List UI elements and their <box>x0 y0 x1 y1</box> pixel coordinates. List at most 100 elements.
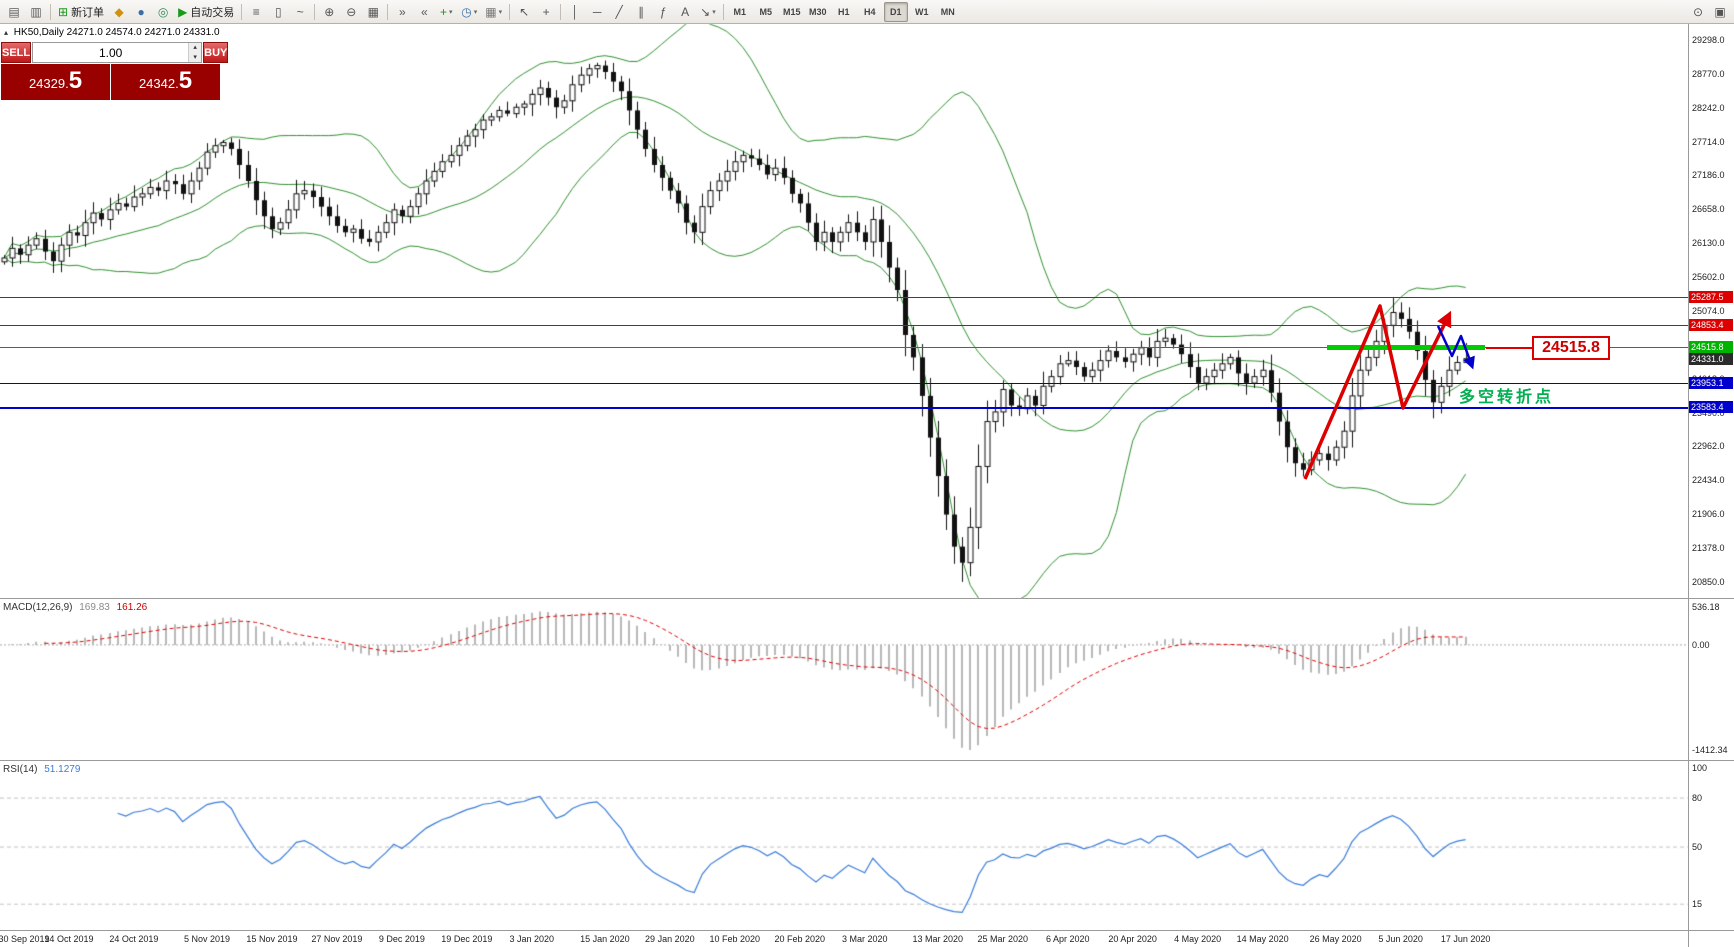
zoom-in-button[interactable]: ⊕ <box>319 2 339 22</box>
auto-scroll-button[interactable]: » <box>392 2 412 22</box>
equidistant-channel-icon: ∥ <box>638 4 645 19</box>
date-label: 30 Sep 2019 <box>0 934 50 944</box>
clock-icon: ◷ <box>461 4 472 19</box>
macd-indicator-label: MACD(12,26,9) 169.83 161.26 <box>3 602 147 613</box>
timeframe-h4-button[interactable]: H4 <box>858 2 882 22</box>
timeframe-m5-button-label: M5 <box>759 6 772 17</box>
date-label: 3 Mar 2020 <box>841 934 888 944</box>
horizontal-line-button[interactable]: ─ <box>587 2 607 22</box>
key-level-callout[interactable]: 24515.8 <box>1532 336 1610 360</box>
tile-windows-button[interactable]: ▦ <box>363 2 383 22</box>
date-label: 4 May 2020 <box>1174 934 1222 944</box>
toolbar-separator <box>560 3 562 20</box>
buy-price-head: 24342. <box>138 76 179 91</box>
date-label: 20 Apr 2020 <box>1108 934 1157 944</box>
date-label: 14 Oct 2019 <box>44 934 94 944</box>
timeframe-m1-button[interactable]: M1 <box>728 2 752 22</box>
timeframe-m1-button-label: M1 <box>733 6 746 17</box>
collapse-triangle-icon[interactable]: ▴ <box>4 28 9 37</box>
navigator-button[interactable]: ● <box>131 2 151 22</box>
fibonacci-icon: ƒ <box>659 4 667 19</box>
fibonacci-button[interactable]: ƒ <box>653 2 673 22</box>
bar-chart-button[interactable]: ≡ <box>246 2 266 22</box>
macd-main-value: 169.83 <box>79 602 110 613</box>
symbol-ohlc-values: 24271.0 24574.0 24271.0 24331.0 <box>66 27 220 38</box>
date-label: 9 Dec 2019 <box>378 934 425 944</box>
chart-window-button[interactable]: ▤ <box>4 2 24 22</box>
periods-button[interactable]: ◷ ▾ <box>458 2 480 22</box>
crosshair-button[interactable]: + <box>536 2 556 22</box>
new-order-button[interactable]: ⊞ 新订单 <box>55 2 107 22</box>
pane-separator-macd[interactable] <box>0 598 1734 599</box>
sell-price-head: 24329. <box>28 76 69 91</box>
chart-list-button[interactable]: ▥ <box>26 2 46 22</box>
date-label: 10 Feb 2020 <box>709 934 761 944</box>
templates-button[interactable]: ▦ ▾ <box>482 2 505 22</box>
timeframe-m30-button[interactable]: M30 <box>806 2 830 22</box>
toolbar-separator <box>241 3 243 20</box>
market-watch-icon: ◆ <box>114 4 124 19</box>
date-label: 29 Jan 2020 <box>645 934 695 944</box>
expand-button[interactable]: ▣ <box>1710 2 1730 22</box>
sell-price-big-digit: 5 <box>68 67 83 94</box>
bar-chart-icon: ≡ <box>252 4 260 19</box>
auto-trading-button[interactable]: ▶ 自动交易 <box>175 2 237 22</box>
timeframe-m15-button-label: M15 <box>782 6 801 17</box>
arrows-button[interactable]: ↘ ▾ <box>697 2 719 22</box>
zoom-out-icon: ⊖ <box>346 4 357 19</box>
timeframe-d1-button[interactable]: D1 <box>883 1 908 22</box>
buy-price-display[interactable]: 24342. 5 <box>111 64 220 100</box>
time-axis[interactable]: 30 Sep 2019 14 Oct 2019 24 Oct 2019 5 Nov 2… <box>0 931 1734 947</box>
timeframe-m5-button[interactable]: M5 <box>754 2 778 22</box>
candlestick-chart-icon: ▯ <box>274 4 282 19</box>
terminal-icon: ◎ <box>157 4 169 19</box>
cursor-button[interactable]: ↖ <box>514 2 534 22</box>
date-label: 17 Jun 2020 <box>1440 934 1491 944</box>
chart-shift-button[interactable]: « <box>414 2 434 22</box>
timeframe-w1-button[interactable]: W1 <box>910 2 934 22</box>
new-order-button-label: 新订单 <box>71 6 105 19</box>
indicators-button[interactable]: + ▾ <box>436 2 456 22</box>
timeframe-w1-button-label: W1 <box>914 6 929 17</box>
rsi-name: RSI(14) <box>3 764 38 775</box>
chart-list-icon: ▥ <box>30 4 42 19</box>
timeframe-h1-button[interactable]: H1 <box>832 2 856 22</box>
sell-button[interactable]: SELL <box>1 42 32 63</box>
vertical-line-button[interactable]: │ <box>565 2 585 22</box>
zoom-in-icon: ⊕ <box>324 4 335 19</box>
date-label: 5 Jun 2020 <box>1378 934 1423 944</box>
volume-input[interactable] <box>33 43 189 62</box>
search-button[interactable]: ⊙ <box>1688 2 1708 22</box>
timeframe-m15-button[interactable]: M15 <box>780 2 804 22</box>
dropdown-caret-icon: ▾ <box>449 8 453 16</box>
volume-decrease-button[interactable]: ▾ <box>189 52 202 62</box>
toolbar-separator <box>50 3 51 20</box>
sell-price-display[interactable]: 24329. 5 <box>1 64 110 100</box>
trendline-button[interactable]: ╱ <box>609 2 629 22</box>
date-label: 25 Mar 2020 <box>977 934 1029 944</box>
volume-increase-button[interactable]: ▴ <box>189 43 202 53</box>
callout-leader-line <box>1486 347 1532 349</box>
chart-symbol-header: ▴ HK50,Daily 24271.0 24574.0 24271.0 243… <box>4 27 220 38</box>
line-chart-button[interactable]: ~ <box>290 2 310 22</box>
terminal-button[interactable]: ◎ <box>153 2 173 22</box>
buy-price-big-digit: 5 <box>178 67 193 94</box>
toolbar-separator <box>509 3 511 20</box>
date-label: 27 Nov 2019 <box>311 934 363 944</box>
buy-button[interactable]: BUY <box>203 42 229 63</box>
candlestick-chart-button[interactable]: ▯ <box>268 2 288 22</box>
market-watch-button[interactable]: ◆ <box>109 2 129 22</box>
date-label: 14 May 2020 <box>1236 934 1289 944</box>
text-label-button[interactable]: A <box>675 2 695 22</box>
timeframe-mn-button[interactable]: MN <box>936 2 960 22</box>
tile-windows-icon: ▦ <box>367 4 379 19</box>
channel-button[interactable]: ∥ <box>631 2 651 22</box>
pane-separator-rsi[interactable] <box>0 760 1734 761</box>
add-indicator-icon: + <box>440 4 448 19</box>
zoom-out-button[interactable]: ⊖ <box>341 2 361 22</box>
new-order-icon: ⊞ <box>58 4 69 19</box>
bull-bear-turning-point-label[interactable]: 多空转折点 <box>1459 389 1555 406</box>
auto-trading-button-label: 自动交易 <box>190 6 235 19</box>
